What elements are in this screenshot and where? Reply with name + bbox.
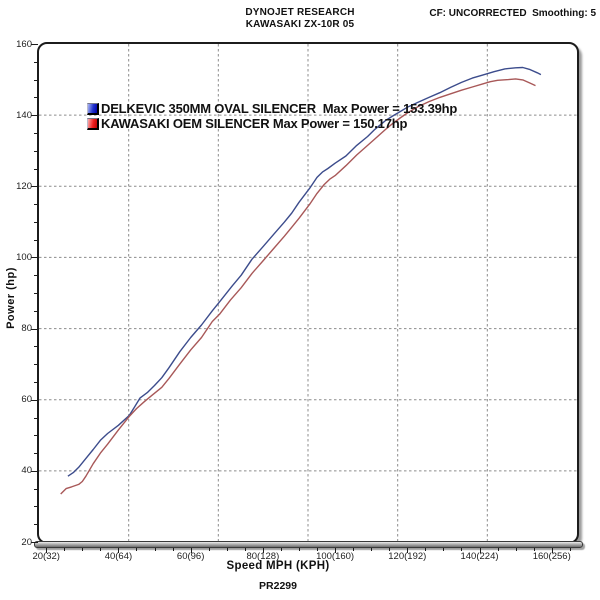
- y-tick: [34, 346, 38, 348]
- x-tick-label: 80(128): [246, 551, 280, 562]
- y-tick: [34, 524, 38, 526]
- x-tick: [244, 548, 246, 551]
- chart-legend: DELKEVIC 350MM OVAL SILENCER Max Power =…: [87, 101, 457, 131]
- x-tick: [280, 548, 282, 551]
- y-tick: [34, 132, 38, 134]
- y-tick-label: 120: [16, 180, 32, 192]
- y-tick: [34, 310, 38, 312]
- x-tick-label: 160(256): [532, 551, 571, 562]
- y-tick: [34, 275, 38, 277]
- x-tick: [371, 548, 373, 551]
- plot-frame: DELKEVIC 350MM OVAL SILENCER Max Power =…: [37, 42, 579, 544]
- x-tick: [82, 548, 84, 551]
- y-tick-label: 100: [16, 251, 32, 263]
- x-tick: [389, 548, 391, 551]
- x-tick: [515, 548, 517, 551]
- x-tick: [533, 548, 535, 551]
- y-tick: [34, 488, 38, 490]
- x-tick-label: 20(32): [32, 551, 60, 562]
- y-tick: [34, 506, 38, 508]
- x-tick: [353, 548, 355, 551]
- y-tick-label: 140: [16, 109, 32, 121]
- legend-row-delkevic: DELKEVIC 350MM OVAL SILENCER Max Power =…: [87, 101, 457, 116]
- x-tick: [335, 548, 337, 553]
- legend-label-oem: KAWASAKI OEM SILENCER Max Power = 150.17…: [101, 116, 408, 131]
- x-tick: [208, 548, 210, 551]
- x-tick: [407, 548, 409, 553]
- y-tick: [34, 168, 38, 170]
- x-tick: [425, 548, 427, 551]
- x-tick: [118, 548, 120, 553]
- y-tick-label: 40: [21, 465, 32, 477]
- x-tick: [443, 548, 445, 551]
- header-correction-info: CF: UNCORRECTED Smoothing: 5: [429, 8, 596, 19]
- x-tick: [100, 548, 102, 551]
- y-tick-label: 20: [21, 536, 32, 548]
- legend-row-oem: KAWASAKI OEM SILENCER Max Power = 150.17…: [87, 116, 457, 131]
- x-tick-label: 60(96): [176, 551, 205, 562]
- x-tick: [298, 548, 300, 551]
- y-tick: [31, 470, 38, 472]
- x-axis-bar: [34, 541, 583, 548]
- x-tick: [46, 548, 48, 553]
- y-tick: [34, 453, 38, 455]
- y-tick: [31, 257, 38, 259]
- y-tick-label: 160: [16, 38, 32, 50]
- y-tick: [34, 97, 38, 99]
- x-tick-label: 140(224): [460, 551, 499, 562]
- x-tick: [497, 548, 499, 551]
- y-tick: [34, 221, 38, 223]
- x-tick: [262, 548, 264, 553]
- y-tick: [34, 417, 38, 419]
- legend-swatch-blue: [87, 102, 99, 115]
- x-tick: [569, 548, 571, 551]
- y-tick: [34, 61, 38, 63]
- y-tick: [34, 293, 38, 294]
- x-tick: [190, 548, 192, 553]
- curve-oem: [60, 78, 536, 495]
- y-tick: [34, 381, 38, 383]
- header-title-line2: KAWASAKI ZX-10R 05: [245, 19, 355, 30]
- curve-delkevic: [67, 66, 542, 477]
- x-tick-label: 120(192): [388, 551, 427, 562]
- y-tick: [34, 239, 38, 241]
- x-tick: [172, 548, 174, 551]
- x-axis-title: Speed MPH (KPH): [226, 560, 330, 572]
- x-tick-label: 40(64): [104, 551, 133, 562]
- x-tick: [154, 548, 156, 551]
- y-tick: [31, 186, 38, 188]
- y-tick: [31, 542, 38, 543]
- x-tick: [226, 548, 228, 551]
- y-tick-label: 80: [21, 323, 32, 335]
- y-tick: [31, 44, 38, 45]
- legend-label-delkevic: DELKEVIC 350MM OVAL SILENCER Max Power =…: [101, 101, 458, 116]
- x-tick: [551, 548, 553, 553]
- y-tick: [34, 204, 38, 206]
- y-tick: [31, 115, 38, 117]
- y-tick: [34, 150, 38, 152]
- y-tick: [34, 79, 38, 81]
- header-title-line1: DYNOJET RESEARCH: [245, 7, 355, 18]
- y-tick: [34, 435, 38, 437]
- x-tick-label: 100(160): [316, 551, 355, 562]
- x-tick: [479, 548, 481, 553]
- y-tick-label: 60: [21, 394, 32, 406]
- x-tick: [136, 548, 138, 551]
- x-tick: [461, 548, 463, 551]
- legend-swatch-red: [87, 117, 99, 130]
- dyno-chart-svg: [39, 44, 577, 542]
- run-id-label: PR2299: [259, 580, 297, 592]
- y-tick: [34, 364, 38, 366]
- y-tick: [31, 328, 38, 330]
- y-tick: [31, 399, 38, 401]
- x-tick: [317, 548, 319, 551]
- x-tick: [64, 548, 66, 551]
